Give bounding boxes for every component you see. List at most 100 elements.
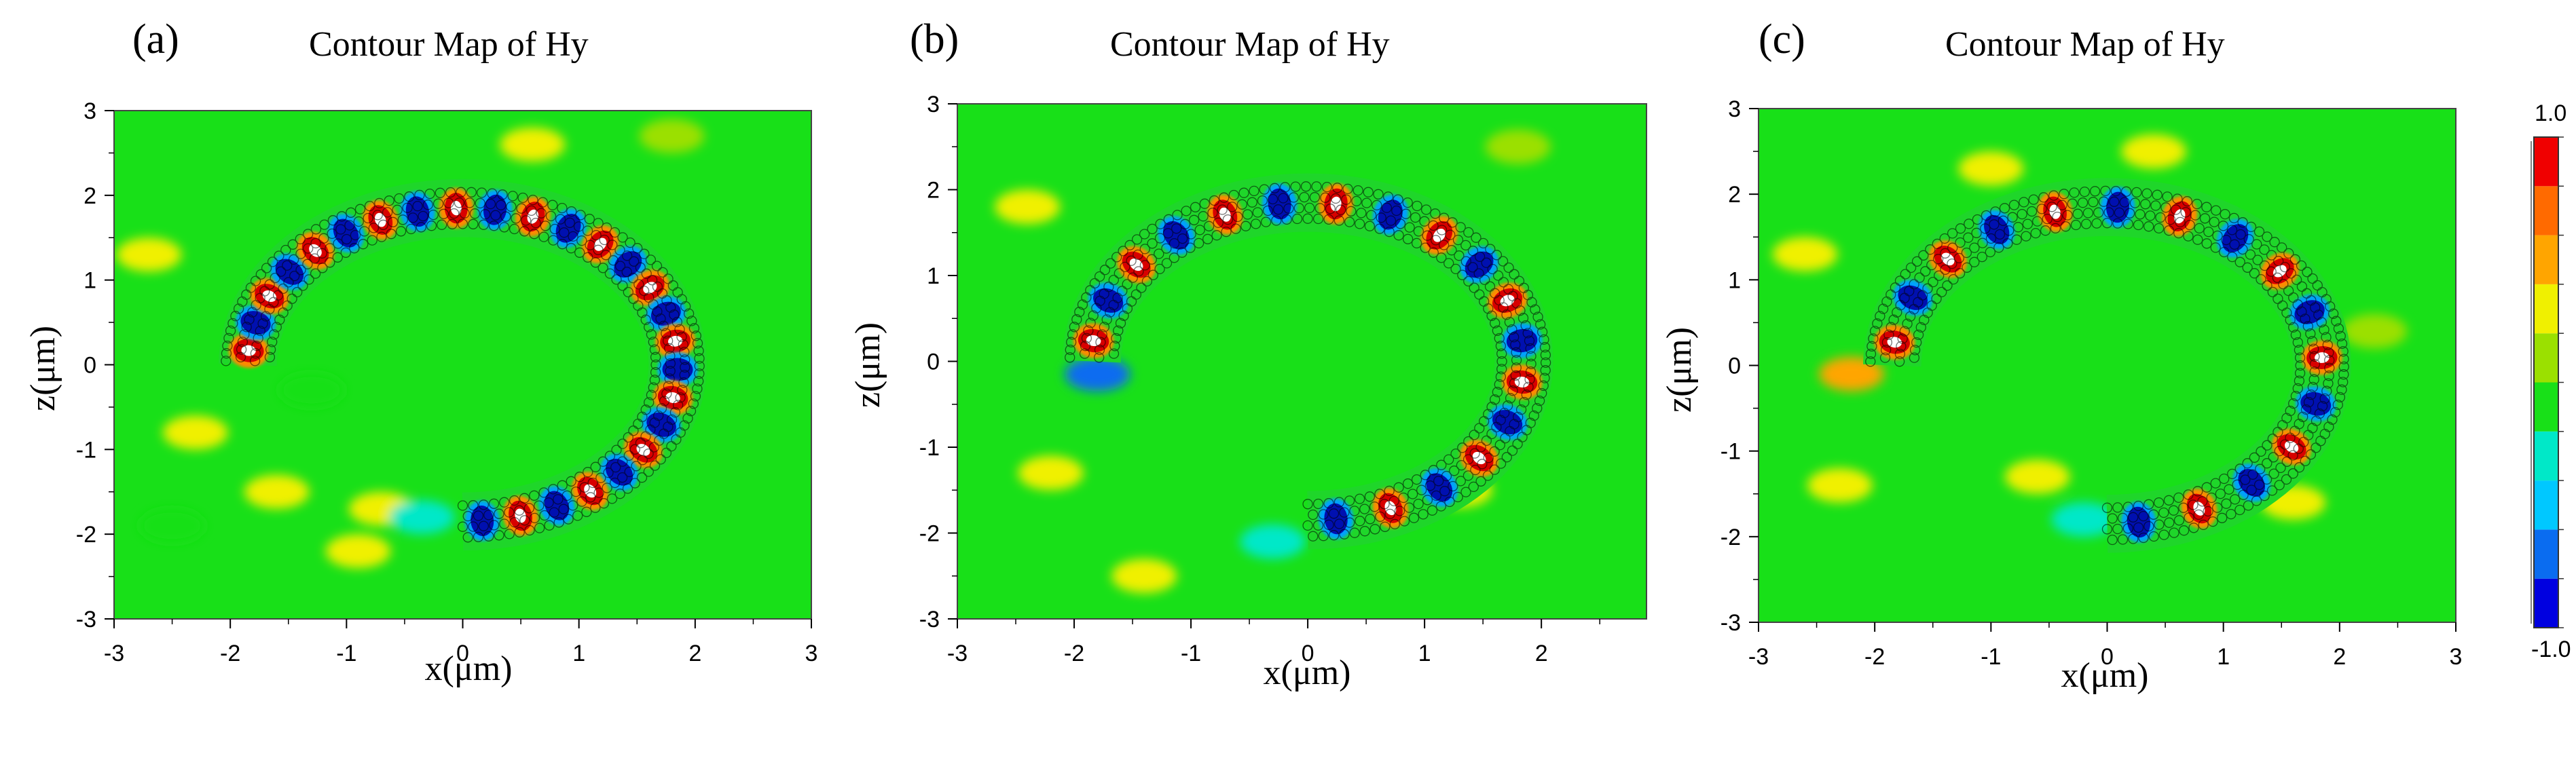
x-tick-label: -3	[1748, 644, 1769, 670]
field-lobe	[116, 238, 182, 272]
x-tick-label: 2	[2333, 644, 2346, 670]
x-tick-label: 3	[805, 641, 818, 666]
panel-b-label: (b)	[910, 16, 959, 62]
x-tick-label: -3	[947, 641, 968, 666]
panel-b-ylabel: z(μm)	[849, 322, 887, 408]
x-tick-label: 3	[2450, 644, 2463, 670]
x-tick-label: 2	[688, 641, 701, 666]
panel-a: (a) Contour Map of Hy -3 -2 -1 0 1 2 3 3 2 1 0 -1 -2…	[24, 16, 817, 688]
panel-a-field	[114, 111, 811, 619]
field-lobe	[500, 127, 566, 162]
y-tick-label: 3	[927, 92, 940, 117]
panel-b: (b) Contour Map of Hy -3 -2 -1 0 1 23210-1-2-…	[849, 16, 1647, 692]
panel-a-plot: -3 -2 -1 0 1 2 3 3 2 1 0 -1 -2 -3	[76, 98, 818, 666]
colorbar-cells	[2531, 136, 2564, 628]
y-tick-label: -3	[1721, 610, 1741, 636]
panel-b-field	[957, 104, 1646, 619]
field-lobe	[325, 534, 391, 569]
colorbar: 1.0 -1.0	[2531, 100, 2571, 662]
x-tick-label: 1	[2217, 644, 2230, 670]
colorbar-cell	[2534, 333, 2558, 383]
colorbar-cell	[2534, 578, 2558, 628]
y-tick-label: 3	[84, 98, 96, 124]
y-tick-label: -1	[76, 437, 96, 463]
field-lobe	[2004, 459, 2070, 494]
panel-a-title: Contour Map of Hy	[309, 25, 589, 64]
field-lobe	[139, 508, 205, 543]
waveguide-mode-lobe	[1420, 468, 1458, 507]
field-lobe	[1485, 129, 1551, 164]
waveguide-mode-lobe	[1487, 404, 1528, 440]
x-tick-label: -1	[1181, 641, 1201, 666]
colorbar-cell	[2534, 382, 2558, 432]
field-lobe	[1111, 558, 1177, 594]
waveguide-mode-lobe	[1460, 439, 1499, 477]
y-tick-label: 0	[84, 353, 96, 379]
panel-b-xlabel: x(μm)	[1264, 653, 1351, 692]
panel-c-field	[1759, 109, 2456, 622]
colorbar-cell	[2534, 529, 2558, 579]
y-tick-label: 3	[1728, 96, 1741, 122]
panel-b-plot: -3 -2 -1 0 1 2 3 2 1 0 -1 -2 -3	[919, 92, 1647, 666]
colorbar-cell	[2534, 186, 2558, 235]
y-tick-label: -1	[919, 435, 940, 461]
y-tick-label: 1	[927, 263, 940, 289]
y-tick-label: 0	[927, 349, 940, 375]
colorbar-cell	[2534, 284, 2558, 334]
x-tick-label: -2	[220, 641, 240, 666]
x-tick-label: 2	[1535, 641, 1548, 666]
x-tick-label: -3	[104, 641, 124, 666]
waveguide-mode-lobe	[642, 406, 682, 442]
field-lobe	[1958, 151, 2024, 186]
colorbar-cell	[2534, 480, 2558, 530]
field-lobe	[2121, 134, 2186, 169]
panel-c: (c) Contour Map of Hy -3 -2 -1 0 1 2 3 3 2 1 0 -1 -2…	[1660, 16, 2462, 695]
x-tick-label: 0	[456, 641, 469, 666]
field-lobe	[162, 415, 228, 450]
field-lobe	[1772, 237, 1838, 271]
colorbar-cell	[2534, 235, 2558, 284]
x-tick-label: 0	[2101, 644, 2114, 670]
waveguide-mesh	[221, 187, 705, 543]
waveguide-mode-lobe	[249, 278, 289, 314]
waveguide-mode-lobe	[327, 214, 365, 253]
y-tick-label: 2	[927, 178, 940, 204]
panel-c-label: (c)	[1759, 16, 1805, 62]
field-lobe	[1240, 524, 1306, 559]
waveguide-mesh	[1065, 181, 1551, 542]
x-tick-label: -2	[1864, 644, 1885, 670]
field-lobe	[995, 189, 1061, 225]
x-tick-label: 1	[572, 641, 585, 666]
field-lobe	[1018, 455, 1084, 491]
y-tick-label: 1	[84, 268, 96, 294]
field-lobe	[244, 474, 310, 509]
field-lobe	[2051, 502, 2117, 537]
panel-c-plot: -3 -2 -1 0 1 2 3 3 2 1 0 -1 -2 -3	[1721, 96, 2463, 670]
y-tick-label: 0	[1728, 354, 1741, 379]
colorbar-cell	[2534, 431, 2558, 481]
field-lobe	[279, 373, 344, 407]
y-tick-label: 2	[1728, 182, 1741, 208]
x-tick-label: -1	[336, 641, 356, 666]
field-lobe	[1807, 468, 1873, 503]
x-tick-label: 1	[1418, 641, 1431, 666]
colorbar-max-label: 1.0	[2535, 100, 2566, 126]
y-tick-label: -3	[919, 607, 940, 632]
x-tick-label: -2	[1064, 641, 1084, 666]
y-tick-label: 1	[1728, 267, 1741, 293]
colorbar-cell	[2534, 137, 2558, 187]
field-lobe	[639, 119, 705, 153]
field-lobe	[389, 500, 455, 535]
waveguide-ring	[1062, 173, 1553, 550]
panel-a-label: (a)	[132, 16, 179, 62]
y-tick-label: -3	[76, 607, 96, 632]
y-tick-label: -2	[76, 522, 96, 548]
panel-c-title: Contour Map of Hy	[1945, 25, 2225, 64]
waveguide-mesh	[1865, 185, 2349, 546]
panel-b-title: Contour Map of Hy	[1110, 25, 1390, 64]
field-lobe	[2342, 314, 2408, 349]
y-tick-label: -2	[919, 521, 940, 547]
y-tick-label: 2	[84, 183, 96, 209]
y-tick-label: -2	[1721, 525, 1741, 550]
